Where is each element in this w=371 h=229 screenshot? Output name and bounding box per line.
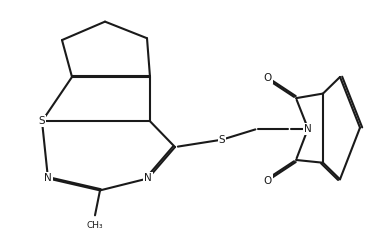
Text: N: N [304, 124, 312, 134]
Text: O: O [264, 175, 272, 185]
Text: N: N [44, 173, 52, 183]
Text: S: S [39, 116, 45, 126]
Text: CH₃: CH₃ [87, 221, 103, 229]
Text: S: S [219, 135, 225, 145]
Text: O: O [264, 73, 272, 83]
Text: N: N [144, 173, 152, 183]
